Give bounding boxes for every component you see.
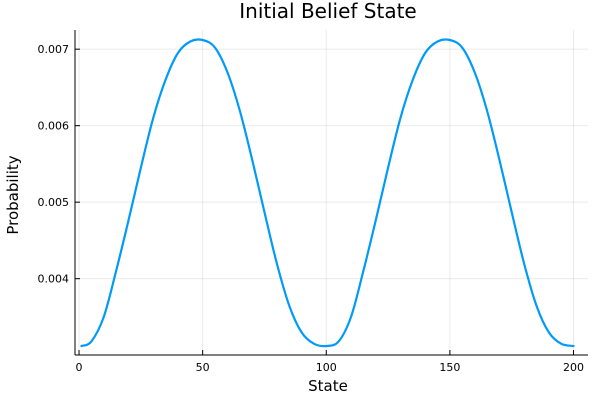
tick-marks: 0 50 100 150 200 0.004 0.005 0.006 0.007 <box>38 43 585 374</box>
x-tick-label: 0 <box>76 361 83 374</box>
y-tick-label: 0.007 <box>38 43 70 56</box>
y-tick-label: 0.005 <box>38 196 70 209</box>
y-axis-label: Probability <box>4 155 22 234</box>
series-line <box>80 38 575 348</box>
x-tick-label: 100 <box>316 361 337 374</box>
x-tick-label: 200 <box>563 361 584 374</box>
y-tick-label: 0.006 <box>38 120 70 133</box>
chart-title: Initial Belief State <box>239 0 416 23</box>
series-layer <box>80 38 575 348</box>
grid-lines <box>75 30 588 355</box>
x-tick-label: 50 <box>196 361 210 374</box>
x-axis-label: State <box>308 377 348 395</box>
x-tick-label: 150 <box>439 361 460 374</box>
y-tick-label: 0.004 <box>38 273 70 286</box>
axes <box>74 30 588 356</box>
